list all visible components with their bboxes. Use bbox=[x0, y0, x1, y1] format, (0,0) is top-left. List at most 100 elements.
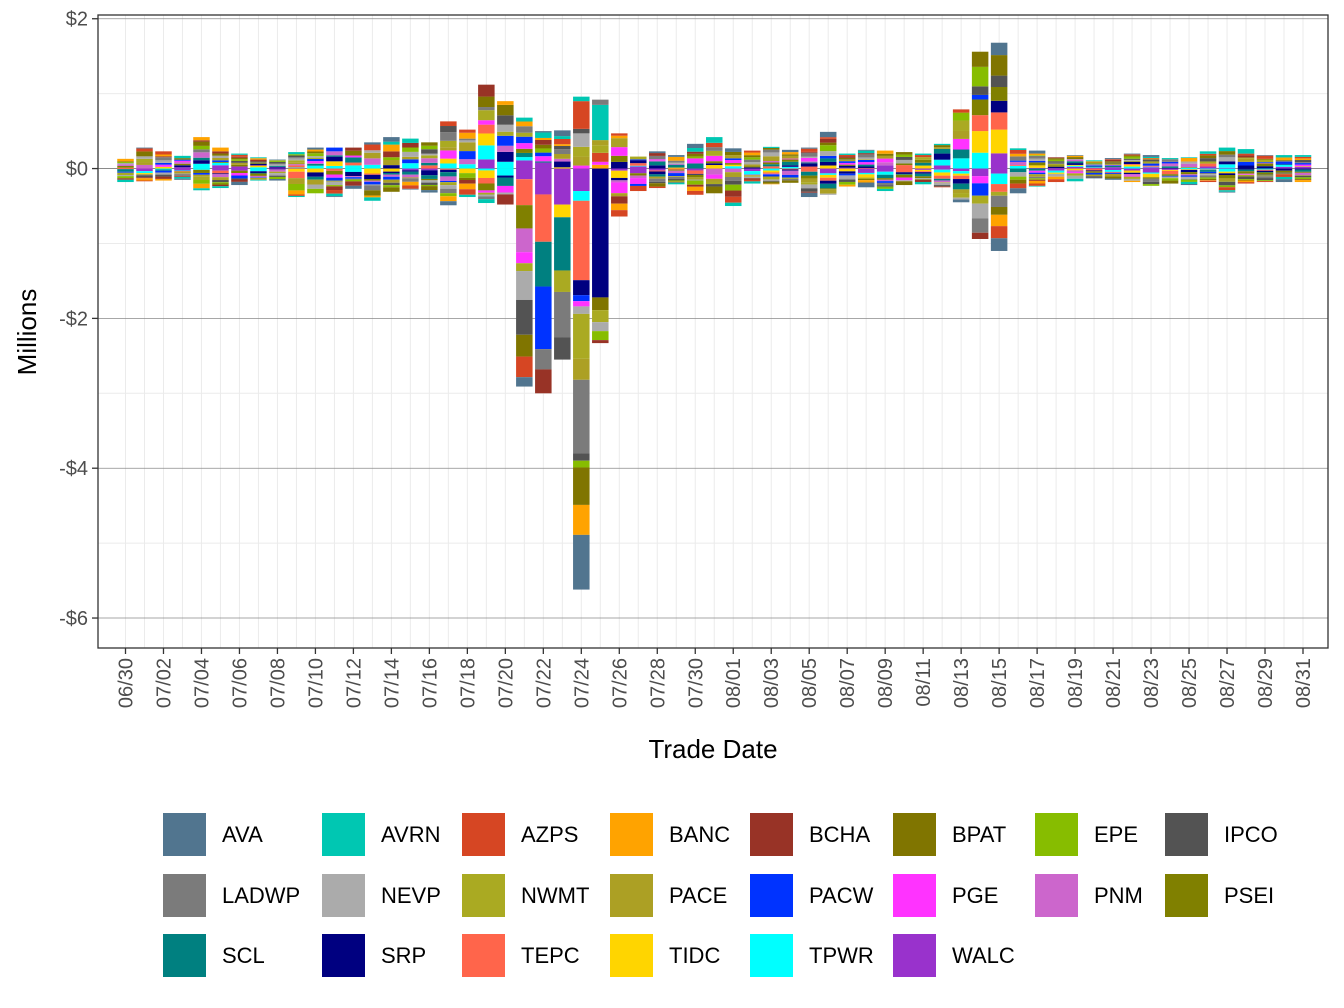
bar-segment-psei-07-16 bbox=[421, 178, 438, 181]
bar-segment-pace-07-10 bbox=[307, 179, 324, 185]
bar-segment-pge-08-19 bbox=[1066, 172, 1084, 174]
bar-segment-ava-08-23 bbox=[1142, 155, 1160, 157]
bar-segment-ladwp-07-22 bbox=[535, 349, 552, 370]
bar-segment-nwmt-08-05 bbox=[800, 182, 818, 185]
bar-segment-ava-07-14 bbox=[383, 137, 400, 142]
bar-segment-ava-08-08 bbox=[857, 149, 875, 151]
bar-segment-epe-07-30 bbox=[687, 156, 704, 159]
bar-segment-pacw-07-18 bbox=[459, 151, 476, 160]
bar-segment-nwmt-07-17 bbox=[440, 140, 457, 148]
bar-segment-scl-08-13 bbox=[952, 183, 970, 190]
bar-segment-bpat-08-30 bbox=[1275, 160, 1293, 161]
bar-segment-walc-07-06 bbox=[231, 168, 248, 171]
legend-swatch-nevp bbox=[322, 874, 365, 917]
bar-segment-bpat-07-31 bbox=[706, 186, 723, 194]
bar-segment-azps-08-28 bbox=[1237, 153, 1255, 156]
bar-segment-walc-08-23 bbox=[1142, 168, 1160, 173]
bar-segment-srp-08-27 bbox=[1218, 161, 1236, 165]
legend-swatch-ipco bbox=[1165, 813, 1208, 856]
bar-segment-nevp-07-20 bbox=[497, 192, 514, 195]
bar-segment-psei-08-11 bbox=[914, 159, 932, 163]
bar-segment-walc-07-03 bbox=[174, 167, 191, 169]
bar-segment-walc-08-21 bbox=[1104, 168, 1122, 171]
bar-segment-walc-08-13 bbox=[952, 168, 970, 172]
bar-segment-pnm-07-12 bbox=[345, 176, 362, 178]
bar-segment-psei-07-26 bbox=[611, 155, 628, 162]
bar-segment-pge-07-27 bbox=[630, 178, 647, 184]
bar-segment-ladwp-08-15 bbox=[990, 195, 1008, 207]
bar-segment-azps-07-26 bbox=[611, 133, 628, 136]
bar-segment-pge-07-17 bbox=[440, 150, 457, 159]
bar-segment-walc-08-31 bbox=[1294, 166, 1312, 169]
bar-segment-tepc-08-13 bbox=[952, 175, 970, 180]
bar-segment-psei-07-03 bbox=[174, 163, 191, 166]
bar-segment-ava-08-13 bbox=[952, 199, 970, 203]
bar-segment-pge-08-01 bbox=[724, 159, 742, 164]
bar-segment-tepc-08-04 bbox=[781, 168, 799, 170]
bar-segment-nevp-08-22 bbox=[1123, 178, 1141, 181]
bar-segment-azps-07-24 bbox=[573, 101, 590, 129]
bar-segment-walc-07-09 bbox=[288, 168, 305, 169]
bar-segment-psei-07-21 bbox=[516, 148, 533, 153]
bar-segment-psei-08-29 bbox=[1256, 163, 1274, 167]
bar-segment-tepc-08-06 bbox=[819, 177, 837, 181]
legend-swatch-banc bbox=[610, 813, 653, 856]
bar-segment-nwmt-08-23 bbox=[1142, 161, 1160, 164]
x-tick-label: 08/11 bbox=[913, 658, 935, 707]
bar-segment-bpat-08-08 bbox=[857, 179, 875, 181]
bar-segment-tepc-08-22 bbox=[1123, 164, 1141, 165]
bar-segment-epe-07-29 bbox=[668, 180, 685, 182]
bar-segment-nevp-08-27 bbox=[1218, 157, 1236, 162]
bar-segment-banc-07-04 bbox=[193, 183, 210, 189]
bar-segment-tepc-07-19 bbox=[478, 124, 495, 134]
bar-segment-walc-08-15 bbox=[990, 153, 1008, 169]
bar-segment-pacw-08-23 bbox=[1142, 163, 1160, 166]
bar-segment-azps-07-25 bbox=[592, 152, 609, 162]
legend-swatch-nwmt bbox=[462, 874, 505, 917]
bar-segment-tidc-08-12 bbox=[933, 172, 951, 176]
bar-segment-psei-08-28 bbox=[1237, 171, 1255, 174]
bar-segment-banc-08-25 bbox=[1180, 157, 1198, 162]
bar-segment-pnm-08-16 bbox=[1009, 161, 1027, 166]
bar-segment-tepc-07-19 bbox=[478, 177, 495, 184]
bar-segment-bcha-07-14 bbox=[383, 151, 400, 158]
bar-segment-srp-08-25 bbox=[1180, 169, 1198, 173]
bar-segment-nevp-08-20 bbox=[1085, 164, 1103, 166]
bar-segment-avrn-08-16 bbox=[1009, 148, 1027, 150]
bar-segment-bcha-07-18 bbox=[459, 180, 476, 184]
bar-segment-tidc-07-19 bbox=[478, 133, 495, 146]
bar-segment-avrn-08-25 bbox=[1180, 157, 1198, 158]
bar-segment-bpat-07-16 bbox=[421, 142, 438, 146]
bar-segment-srp-08-28 bbox=[1237, 168, 1255, 170]
bar-segment-ipco-08-23 bbox=[1142, 181, 1160, 185]
bar-segment-bpat-07-18 bbox=[459, 177, 476, 181]
bar-segment-pacw-07-20 bbox=[497, 135, 514, 146]
bar-segment-avrn-07-08 bbox=[269, 159, 286, 161]
bar-segment-tpwr-07-02 bbox=[155, 168, 172, 170]
bar-segment-banc-07-26 bbox=[611, 135, 628, 139]
bar-segment-pnm-07-23 bbox=[554, 158, 571, 162]
bar-segment-azps-07-31 bbox=[706, 142, 723, 148]
bar-segment-azps-08-22 bbox=[1123, 154, 1141, 156]
bar-segment-azps-07-15 bbox=[402, 185, 419, 189]
bar-segment-srp-07-13 bbox=[364, 174, 381, 180]
bar-segment-pacw-07-13 bbox=[364, 181, 381, 185]
bar-segment-srp-08-10 bbox=[895, 172, 913, 174]
bar-segment-nwmt-07-23 bbox=[554, 270, 571, 292]
bar-segment-bpat-07-13 bbox=[364, 190, 381, 196]
bar-segment-bpat-07-03 bbox=[174, 158, 191, 160]
bar-segment-nevp-08-10 bbox=[895, 159, 913, 164]
bar-segment-ava-08-15 bbox=[990, 42, 1008, 56]
bar-segment-epe-07-08 bbox=[269, 160, 286, 162]
bar-segment-tidc-08-14 bbox=[971, 131, 989, 153]
x-tick-label: 07/02 bbox=[153, 658, 175, 708]
bar-segment-epe-08-10 bbox=[895, 154, 913, 157]
bar-segment-tpwr-08-09 bbox=[876, 171, 894, 175]
bar-segment-ipco-08-22 bbox=[1123, 158, 1141, 160]
bar-segment-ladwp-07-23 bbox=[554, 291, 571, 338]
bar-segment-azps-07-21 bbox=[516, 356, 533, 378]
bar-segment-pace-08-28 bbox=[1237, 158, 1255, 162]
bar-segment-avrn-08-07 bbox=[838, 153, 856, 155]
bar-segment-pace-08-02 bbox=[743, 164, 761, 167]
bar-segment-nevp-08-02 bbox=[743, 162, 761, 165]
